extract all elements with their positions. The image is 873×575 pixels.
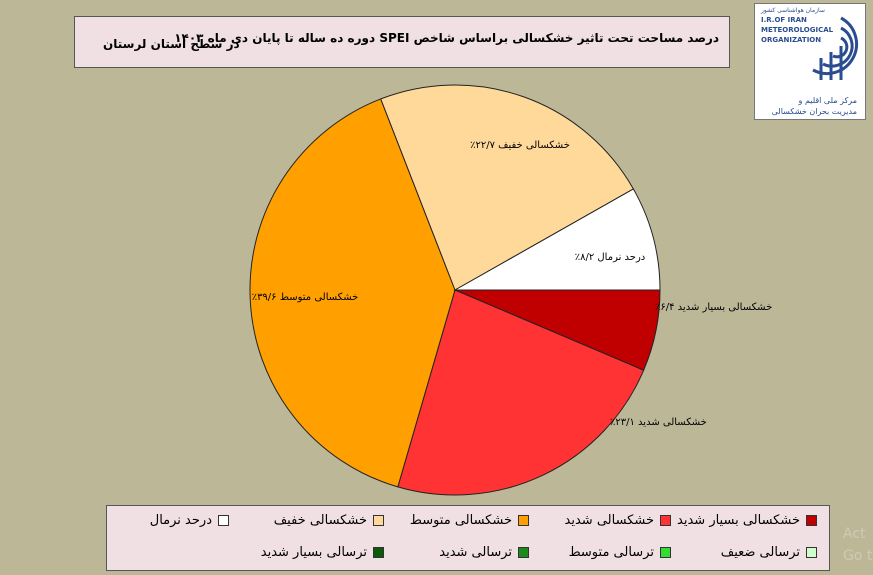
legend-item: درحد نرمال — [150, 513, 229, 528]
legend-swatch — [660, 515, 671, 526]
logo-text-en-3: ORGANIZATION — [761, 36, 822, 44]
pie-slice — [249, 98, 456, 488]
watermark-text-2: Go t — [843, 548, 873, 564]
legend-swatch — [806, 515, 817, 526]
pie-slice-label: درحد نرمال ۸/۲٪ — [575, 252, 646, 263]
legend-swatch — [373, 547, 384, 558]
legend-label: ترسالی ضعیف — [720, 545, 800, 560]
logo-text-en-1: I.R.OF IRAN — [761, 16, 807, 24]
legend-label: ترسالی شدید — [439, 545, 512, 560]
pie-chart: خشکسالی بسیار شدید ۶/۴٪ خشکسالی شدید ۲۳/۱… — [249, 84, 772, 496]
pie-slice — [380, 84, 635, 291]
legend-label: درحد نرمال — [149, 513, 212, 528]
legend-item: خشکسالی بسیار شدید — [677, 513, 817, 528]
chart-title-box: درصد مساحت تحت تاثیر خشکسالی براساس شاخص… — [74, 16, 730, 68]
chart-legend: خشکسالی بسیار شدید خشکسالی شدید خشکسالی مت… — [106, 505, 830, 571]
chart-title: درصد مساحت تحت تاثیر خشکسالی براساس شاخص… — [174, 31, 719, 45]
legend-item: خشکسالی خفیف — [274, 513, 384, 528]
legend-item: خشکسالی شدید — [565, 513, 671, 528]
legend-item: ترسالی شدید — [439, 545, 529, 560]
legend-swatch — [373, 515, 384, 526]
legend-label: خشکسالی متوسط — [409, 513, 512, 528]
pie-slice-label: خشکسالی خفیف ۲۲/۷٪ — [470, 140, 570, 151]
legend-swatch — [660, 547, 671, 558]
organization-logo: سازمان هواشناسی کشور I.R.OF IRAN METEORO… — [754, 3, 866, 120]
watermark-text-1: Act — [843, 526, 866, 542]
logo-text-fa-2: مرکز ملی اقلیم و — [798, 96, 857, 105]
pie-slice-label: خشکسالی بسیار شدید ۶/۴٪ — [655, 302, 772, 313]
chart-subtitle: در سطح استان لرستان — [103, 37, 240, 51]
legend-label: خشکسالی شدید — [564, 513, 654, 528]
legend-item: ترسالی ضعیف — [721, 545, 817, 560]
meteorological-logo-icon — [812, 16, 859, 80]
legend-label: ترسالی بسیار شدید — [260, 545, 367, 560]
logo-text-fa-3: مدیریت بحران خشکسالی — [771, 107, 857, 116]
pie-slice — [453, 188, 661, 291]
legend-swatch — [218, 515, 229, 526]
legend-swatch — [518, 547, 529, 558]
legend-item: ترسالی متوسط — [569, 545, 671, 560]
legend-label: ترسالی متوسط — [568, 545, 654, 560]
legend-item: خشکسالی متوسط — [410, 513, 529, 528]
legend-swatch — [806, 547, 817, 558]
logo-text-fa-top: سازمان هواشناسی کشور — [761, 7, 825, 14]
pie-slice — [397, 289, 645, 496]
logo-text-en-2: METEOROLOGICAL — [761, 26, 834, 34]
legend-swatch — [518, 515, 529, 526]
pie-slice-label: خشکسالی شدید ۲۳/۱٪ — [610, 417, 707, 428]
pie-slice-label: خشکسالی متوسط ۳۹/۶٪ — [252, 292, 359, 303]
legend-item: ترسالی بسیار شدید — [261, 545, 384, 560]
legend-label: خشکسالی خفیف — [273, 513, 367, 528]
legend-label: خشکسالی بسیار شدید — [677, 513, 800, 528]
